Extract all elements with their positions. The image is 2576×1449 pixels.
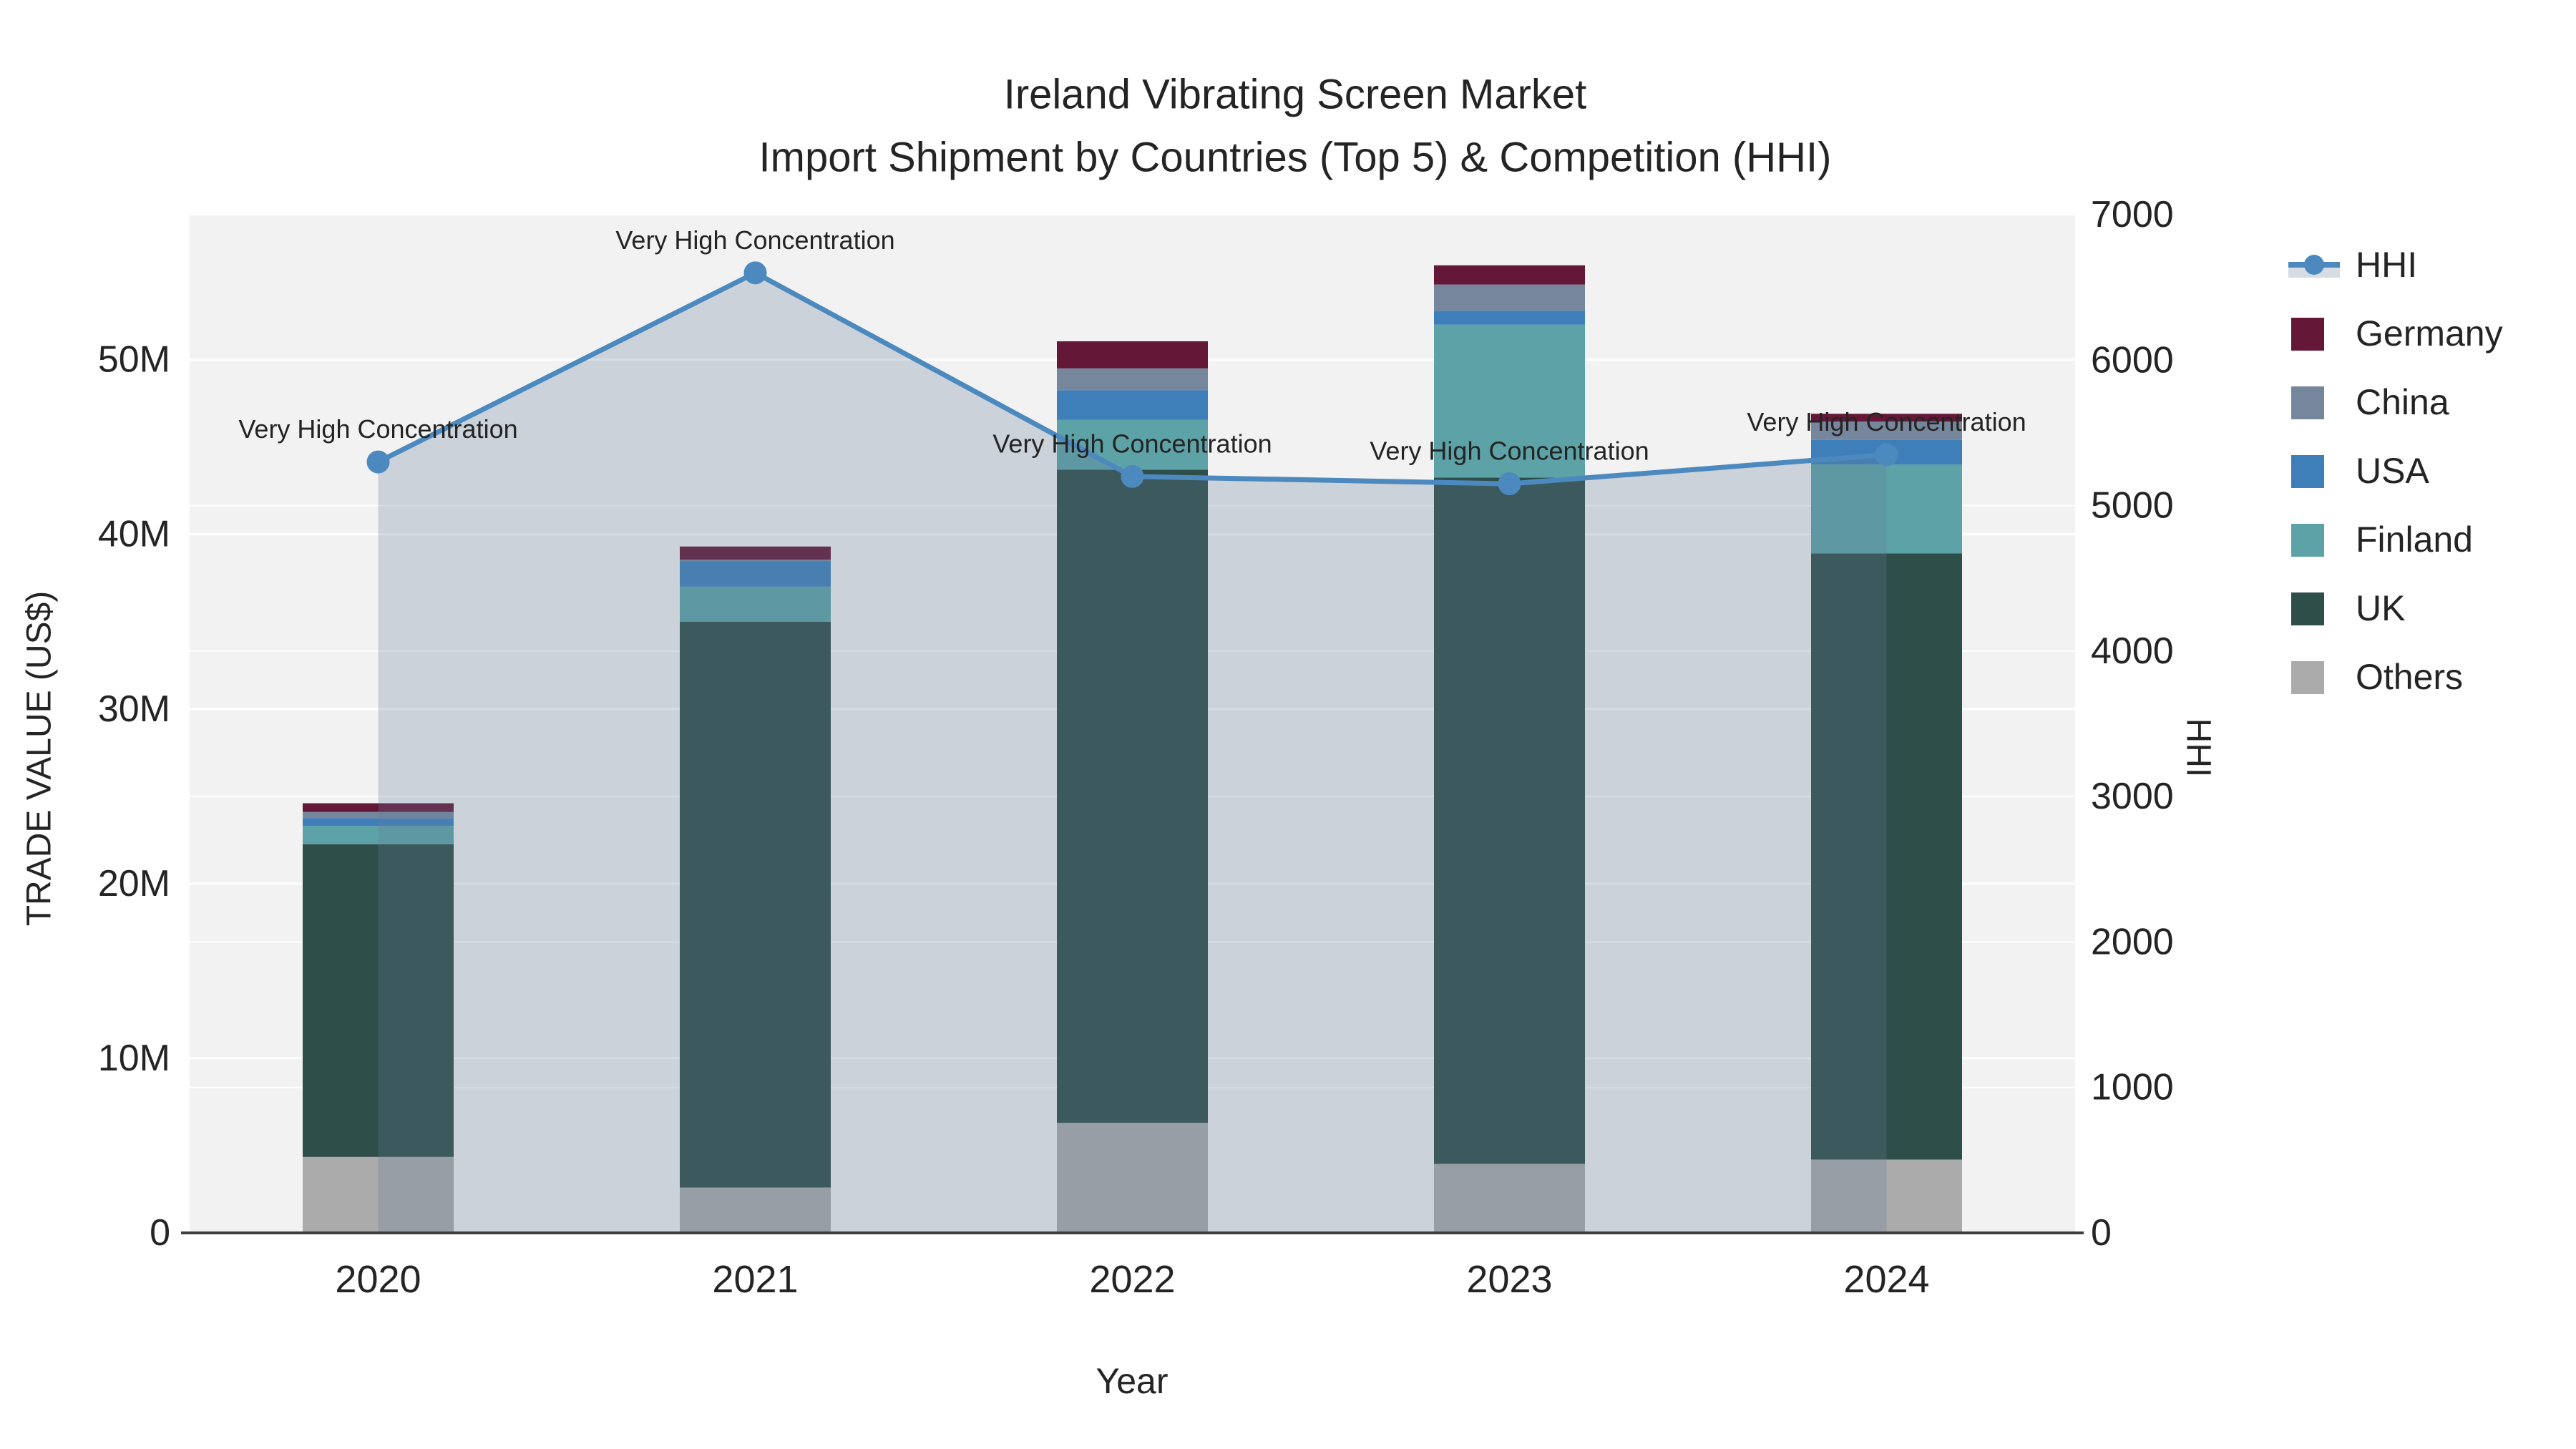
bar-2021-germany[interactable]	[680, 546, 831, 560]
legend-item-germany[interactable]: Germany	[2291, 313, 2503, 353]
annotation-2020: Very High Concentration	[238, 414, 517, 444]
hhi-line-layer	[366, 261, 1898, 1233]
bar-2024-china[interactable]	[1811, 421, 1962, 440]
x-tick-2024: 2024	[1843, 1258, 1929, 1301]
legend-item-others[interactable]: Others	[2291, 657, 2463, 697]
annotation-2022: Very High Concentration	[992, 429, 1272, 458]
bar-2021-others[interactable]	[680, 1187, 831, 1233]
y-right-tick-6000: 6000	[2091, 339, 2174, 381]
legend-label-uk: UK	[2356, 588, 2405, 628]
legend-item-uk[interactable]: UK	[2291, 588, 2405, 628]
hhi-area-fill	[378, 273, 1887, 1233]
bar-2020-uk[interactable]	[303, 844, 454, 1157]
bar-2021-china[interactable]	[680, 560, 831, 562]
legend-swatch-china	[2291, 386, 2324, 419]
legend-item-finland[interactable]: Finland	[2291, 519, 2473, 560]
hhi-marker-2023[interactable]	[1498, 472, 1521, 496]
chart-subtitle: Import Shipment by Countries (Top 5) & C…	[759, 135, 1832, 181]
bar-2020-usa[interactable]	[303, 818, 454, 826]
bar-2020-others[interactable]	[303, 1156, 454, 1233]
hhi-marker-2021[interactable]	[743, 261, 767, 285]
bar-2022-china[interactable]	[1057, 368, 1208, 391]
y-left-tick-20M: 20M	[98, 863, 170, 904]
y-right-tick-5000: 5000	[2091, 485, 2174, 527]
bar-2022-others[interactable]	[1057, 1123, 1208, 1233]
bar-2022-usa[interactable]	[1057, 390, 1208, 420]
bar-2021-usa[interactable]	[680, 561, 831, 587]
y-left-tick-30M: 30M	[98, 688, 170, 730]
y-left-tick-10M: 10M	[98, 1038, 170, 1079]
legend-label-usa: USA	[2356, 451, 2429, 491]
hhi-marker-2024[interactable]	[1875, 443, 1898, 467]
bar-2023-china[interactable]	[1434, 284, 1585, 311]
bar-2022-uk[interactable]	[1057, 469, 1208, 1123]
y-right-tick-4000: 4000	[2091, 630, 2174, 672]
axes-layer: 0 10M 20M 30M 40M 50M 0 1000 2000 3000 4000 5000 600…	[98, 194, 2174, 1301]
bar-2022-germany[interactable]	[1057, 341, 1208, 369]
legend-label-finland: Finland	[2356, 519, 2473, 560]
x-tick-2022: 2022	[1089, 1258, 1175, 1301]
bar-2023-others[interactable]	[1434, 1163, 1585, 1233]
annotation-2023: Very High Concentration	[1370, 436, 1649, 466]
bar-2021-uk[interactable]	[680, 621, 831, 1188]
bar-2023-germany[interactable]	[1434, 265, 1585, 285]
bar-2021-finland[interactable]	[680, 586, 831, 622]
legend-label-china: China	[2356, 382, 2449, 422]
titles-layer: TRADE VALUE (US$) HHI Year Ireland Vibratin…	[21, 72, 2218, 1402]
legend-swatch-germany	[2291, 318, 2324, 351]
y-right-tick-2000: 2000	[2091, 921, 2174, 962]
x-tick-2020: 2020	[335, 1258, 421, 1301]
bar-2023-uk[interactable]	[1434, 477, 1585, 1164]
hhi-marker-2020[interactable]	[366, 450, 390, 474]
x-tick-2021: 2021	[712, 1258, 798, 1301]
bar-2024-germany[interactable]	[1811, 414, 1962, 422]
chart-title: Ireland Vibrating Screen Market	[1004, 72, 1587, 118]
legend: HHI Germany China USA Finland UK Others	[2288, 245, 2503, 697]
bar-2023-usa[interactable]	[1434, 311, 1585, 325]
legend-swatch-usa	[2291, 455, 2324, 488]
y-axis-title-left: TRADE VALUE (US$)	[21, 591, 59, 927]
y-left-tick-0: 0	[150, 1212, 170, 1254]
legend-label-hhi: HHI	[2356, 245, 2417, 285]
y-right-tick-1000: 1000	[2091, 1067, 2174, 1108]
x-tick-2023: 2023	[1466, 1258, 1552, 1301]
bar-2024-finland[interactable]	[1811, 464, 1962, 554]
hhi-marker-2022[interactable]	[1121, 464, 1144, 488]
y-left-tick-50M: 50M	[98, 339, 170, 381]
bar-2020-finland[interactable]	[303, 826, 454, 844]
legend-label-germany: Germany	[2356, 313, 2503, 353]
bar-2022-finland[interactable]	[1057, 419, 1208, 470]
bar-2020-germany[interactable]	[303, 803, 454, 812]
bar-2020-china[interactable]	[303, 811, 454, 819]
legend-hhi-marker-sample	[2304, 255, 2324, 275]
bars-layer	[303, 265, 1962, 1233]
legend-item-usa[interactable]: USA	[2291, 451, 2429, 491]
annotations-layer: Very High Concentration Very High Concent…	[238, 225, 2026, 466]
bar-2024-uk[interactable]	[1811, 553, 1962, 1160]
y-left-tick-40M: 40M	[98, 514, 170, 555]
y-axis-title-right: HHI	[2180, 718, 2218, 778]
x-axis-title: Year	[1096, 1361, 1168, 1401]
y-right-tick-7000: 7000	[2091, 194, 2174, 235]
y-right-tick-3000: 3000	[2091, 776, 2174, 817]
legend-swatch-others	[2291, 661, 2324, 694]
legend-label-others: Others	[2356, 657, 2463, 697]
y-right-tick-0: 0	[2091, 1212, 2112, 1254]
legend-item-china[interactable]: China	[2291, 382, 2449, 422]
legend-item-hhi[interactable]: HHI	[2288, 245, 2417, 285]
annotation-2024: Very High Concentration	[1747, 407, 2026, 436]
bar-2024-others[interactable]	[1811, 1159, 1962, 1233]
bar-2023-finland[interactable]	[1434, 324, 1585, 478]
legend-swatch-finland	[2291, 524, 2324, 557]
annotation-2021: Very High Concentration	[615, 225, 894, 255]
legend-swatch-uk	[2291, 592, 2324, 625]
